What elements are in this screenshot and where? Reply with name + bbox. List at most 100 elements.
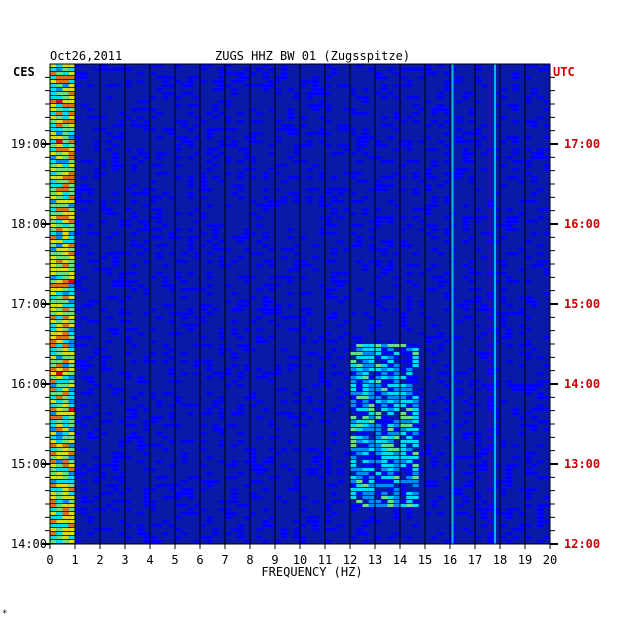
- heat-cell: [156, 208, 163, 211]
- heat-cell: [393, 364, 400, 367]
- heat-cell: [381, 144, 388, 147]
- heat-cell: [193, 372, 200, 375]
- heat-cell: [62, 64, 69, 67]
- heat-cell: [525, 172, 532, 175]
- heat-cell: [206, 112, 213, 115]
- heat-cell: [362, 440, 369, 443]
- heat-cell: [75, 432, 82, 435]
- heat-cell: [537, 68, 544, 71]
- heat-cell: [412, 392, 419, 395]
- heat-cell: [325, 288, 332, 291]
- heat-cell: [150, 444, 157, 447]
- heat-cell: [425, 268, 432, 271]
- heat-cell: [237, 160, 244, 163]
- heat-cell: [62, 484, 69, 487]
- heat-cell: [275, 372, 282, 375]
- heat-cell: [462, 228, 469, 231]
- heat-cell: [431, 504, 438, 507]
- heat-cell: [50, 452, 57, 455]
- heat-cell: [81, 416, 88, 419]
- heat-cell: [281, 196, 288, 199]
- heat-cell: [487, 352, 494, 355]
- heat-cell: [200, 448, 207, 451]
- heat-cell: [468, 412, 475, 415]
- heat-cell: [250, 296, 257, 299]
- heat-cell: [68, 180, 75, 183]
- heat-cell: [250, 276, 257, 279]
- heat-cell: [131, 212, 138, 215]
- heat-cell: [300, 320, 307, 323]
- heat-cell: [412, 252, 419, 255]
- heat-cell: [425, 316, 432, 319]
- heat-cell: [187, 176, 194, 179]
- heat-cell: [325, 132, 332, 135]
- heat-cell: [62, 260, 69, 263]
- heat-cell: [431, 200, 438, 203]
- heat-cell: [50, 456, 57, 459]
- heat-cell: [150, 540, 157, 543]
- heat-cell: [350, 376, 357, 379]
- heat-cell: [412, 188, 419, 191]
- heat-cell: [362, 344, 369, 347]
- heat-cell: [368, 476, 375, 479]
- heat-cell: [275, 476, 282, 479]
- heat-cell: [400, 384, 407, 387]
- heat-cell: [400, 84, 407, 87]
- heat-cell: [543, 100, 550, 103]
- heat-cell: [331, 432, 338, 435]
- heat-cell: [137, 108, 144, 111]
- heat-cell: [531, 120, 538, 123]
- heat-cell: [137, 444, 144, 447]
- heat-cell: [287, 368, 294, 371]
- heat-cell: [306, 416, 313, 419]
- heat-cell: [318, 376, 325, 379]
- heat-cell: [237, 304, 244, 307]
- heat-cell: [131, 408, 138, 411]
- heat-cell: [368, 472, 375, 475]
- heat-cell: [393, 356, 400, 359]
- heat-cell: [162, 244, 169, 247]
- heat-cell: [168, 84, 175, 87]
- heat-cell: [406, 380, 413, 383]
- heat-cell: [318, 368, 325, 371]
- heat-cell: [506, 360, 513, 363]
- heat-cell: [137, 116, 144, 119]
- heat-cell: [400, 312, 407, 315]
- heat-cell: [243, 168, 250, 171]
- heat-cell: [281, 348, 288, 351]
- heat-cell: [218, 152, 225, 155]
- heat-cell: [168, 132, 175, 135]
- heat-cell: [356, 236, 363, 239]
- heat-cell: [512, 84, 519, 87]
- heat-cell: [50, 328, 57, 331]
- heat-cell: [525, 352, 532, 355]
- heat-cell: [537, 540, 544, 543]
- heat-cell: [181, 260, 188, 263]
- heat-cell: [231, 512, 238, 515]
- heat-cell: [537, 260, 544, 263]
- heat-cell: [287, 112, 294, 115]
- heat-cell: [356, 400, 363, 403]
- heat-cell: [137, 160, 144, 163]
- heat-cell: [87, 160, 94, 163]
- heat-cell: [356, 356, 363, 359]
- heat-cell: [362, 412, 369, 415]
- heat-cell: [187, 192, 194, 195]
- heat-cell: [275, 452, 282, 455]
- heat-cell: [62, 184, 69, 187]
- heat-cell: [243, 76, 250, 79]
- heat-cell: [81, 424, 88, 427]
- heat-cell: [193, 360, 200, 363]
- heat-cell: [268, 264, 275, 267]
- heat-cell: [437, 280, 444, 283]
- heat-cell: [393, 380, 400, 383]
- heat-cell: [150, 340, 157, 343]
- heat-cell: [156, 172, 163, 175]
- heat-cell: [212, 176, 219, 179]
- heat-cell: [225, 84, 232, 87]
- heat-cell: [50, 360, 57, 363]
- heat-cell: [418, 220, 425, 223]
- heat-cell: [331, 152, 338, 155]
- heat-cell: [68, 480, 75, 483]
- heat-cell: [62, 240, 69, 243]
